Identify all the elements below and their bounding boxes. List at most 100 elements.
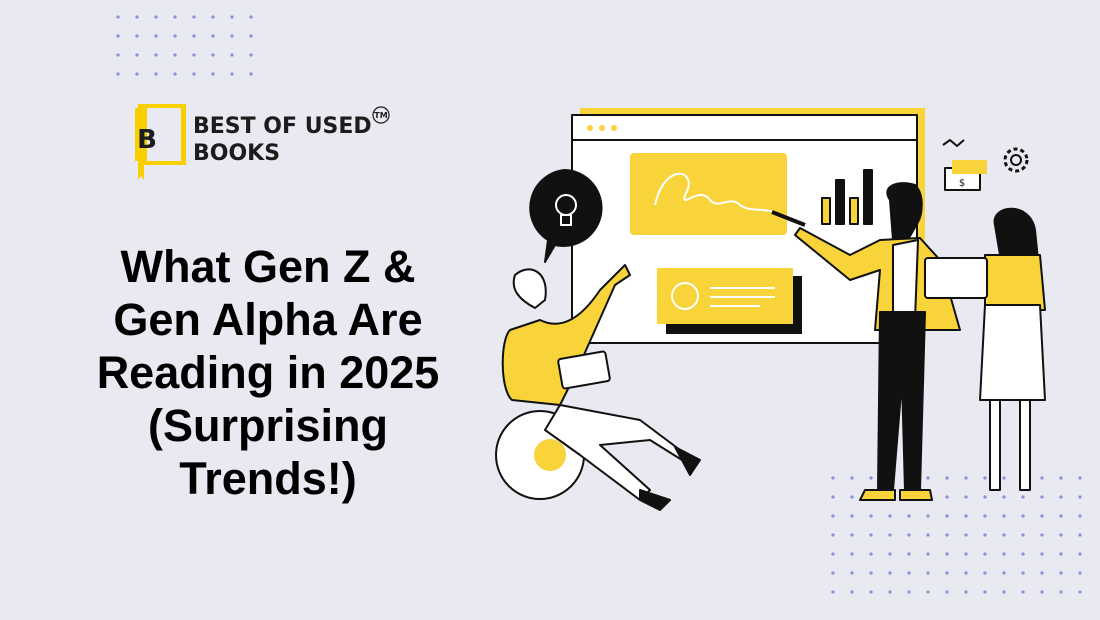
dot — [850, 514, 854, 518]
dot — [907, 514, 911, 518]
top — [984, 254, 1046, 311]
hair — [886, 182, 923, 246]
dot — [230, 34, 234, 38]
signature-card — [630, 153, 787, 235]
dot — [926, 476, 930, 480]
dot — [249, 53, 253, 57]
dot — [192, 34, 196, 38]
dot — [983, 590, 987, 594]
dot — [1059, 590, 1063, 594]
dot — [1059, 571, 1063, 575]
bill-symbol: $ — [959, 178, 965, 189]
dot — [1002, 495, 1006, 499]
bar — [849, 197, 859, 225]
dot — [945, 552, 949, 556]
dot — [1078, 495, 1082, 499]
bulb-base — [560, 214, 572, 226]
dot — [945, 514, 949, 518]
dot — [926, 533, 930, 537]
dot — [945, 476, 949, 480]
dot — [154, 72, 158, 76]
dot — [850, 552, 854, 556]
logo-spine — [135, 108, 147, 161]
dot — [907, 590, 911, 594]
dot — [173, 34, 177, 38]
dot — [192, 15, 196, 19]
headline-line: What Gen Z & — [121, 241, 416, 292]
dot — [831, 533, 835, 537]
trademark-circle — [372, 106, 390, 124]
hair — [512, 268, 547, 309]
shirt — [892, 239, 919, 321]
laptop — [924, 257, 988, 299]
dot — [983, 533, 987, 537]
dot — [869, 571, 873, 575]
dot — [983, 571, 987, 575]
shoe — [674, 446, 701, 476]
dot — [945, 533, 949, 537]
dot — [907, 571, 911, 575]
dot-grid — [116, 15, 253, 76]
legs — [989, 399, 1031, 491]
dot — [869, 590, 873, 594]
dot — [135, 53, 139, 57]
dot — [1040, 571, 1044, 575]
dot — [1021, 495, 1025, 499]
dot — [1078, 514, 1082, 518]
dot — [173, 53, 177, 57]
dot — [964, 590, 968, 594]
dot — [599, 125, 605, 131]
gear — [1003, 147, 1029, 173]
shoe — [639, 489, 671, 511]
zigzag — [942, 139, 965, 147]
dot — [154, 15, 158, 19]
dot — [173, 72, 177, 76]
headline-line: (Surprising — [148, 400, 388, 451]
dot — [888, 552, 892, 556]
dot — [116, 34, 120, 38]
gear-center — [1010, 154, 1022, 166]
dot — [1040, 495, 1044, 499]
illustration: $ — [495, 108, 1046, 511]
dot — [964, 495, 968, 499]
dot — [154, 53, 158, 57]
dot — [964, 533, 968, 537]
dot — [192, 72, 196, 76]
dot — [926, 590, 930, 594]
dot — [983, 514, 987, 518]
dress — [979, 304, 1046, 401]
dot — [831, 514, 835, 518]
dot — [850, 533, 854, 537]
dot — [135, 72, 139, 76]
dot — [964, 552, 968, 556]
bill-top — [952, 160, 987, 174]
dot — [1002, 514, 1006, 518]
dot — [945, 495, 949, 499]
dot — [964, 571, 968, 575]
dot — [1040, 552, 1044, 556]
dot — [154, 34, 158, 38]
dot — [211, 34, 215, 38]
torso — [501, 264, 631, 406]
dot — [964, 514, 968, 518]
dot — [850, 590, 854, 594]
dot — [850, 495, 854, 499]
logo-letter: B — [137, 125, 157, 155]
dot — [116, 53, 120, 57]
tablet — [557, 350, 611, 390]
dot — [230, 15, 234, 19]
dot — [1021, 514, 1025, 518]
pie-icon — [671, 282, 699, 310]
headline-line: Trends!) — [179, 453, 357, 504]
dot — [1059, 552, 1063, 556]
trademark: TM — [374, 111, 387, 120]
dot — [1002, 476, 1006, 480]
dot — [869, 514, 873, 518]
dot — [1040, 590, 1044, 594]
dot — [1059, 533, 1063, 537]
dot — [1040, 533, 1044, 537]
dot — [1078, 552, 1082, 556]
dot — [587, 125, 593, 131]
